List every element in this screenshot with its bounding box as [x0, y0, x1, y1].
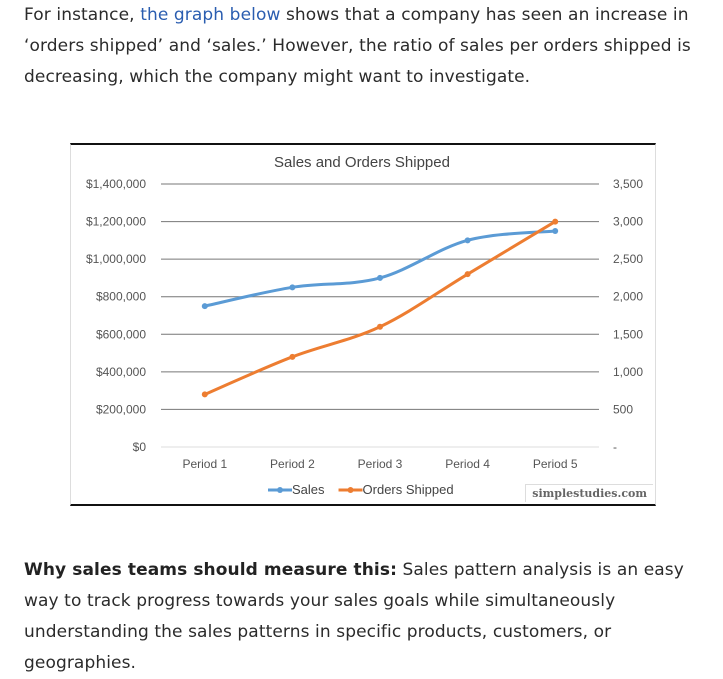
legend-marker: [347, 487, 354, 493]
chart-figure: Sales and Orders Shipped $0 - $200,000 500 $4…: [70, 143, 656, 506]
series-line-orders-shipped: [204, 220, 556, 396]
y-right-tick-label: 1,000: [613, 365, 643, 379]
graph-link[interactable]: the graph below: [140, 5, 281, 25]
x-tick-label: Period 2: [270, 457, 315, 471]
x-tick-label: Period 1: [182, 457, 227, 471]
intro-text: For instance,: [24, 5, 141, 25]
y-left-tick-label: $400,000: [96, 365, 146, 379]
intro-paragraph: For instance, the graph below shows that…: [24, 0, 714, 93]
y-right-tick-label: 2,000: [613, 290, 643, 304]
x-tick-label: Period 5: [533, 457, 578, 471]
x-tick-label: Period 4: [445, 457, 490, 471]
data-point: [552, 227, 559, 234]
data-point: [289, 284, 296, 291]
y-right-tick-label: 3,500: [613, 177, 643, 191]
y-left-tick-label: $1,000,000: [86, 252, 146, 266]
chart-title: Sales and Orders Shipped: [274, 154, 450, 171]
y-left-tick-label: $0: [133, 440, 147, 454]
data-point: [289, 353, 296, 360]
chart-svg: Sales and Orders Shipped $0 - $200,000 500 $4…: [86, 154, 643, 497]
y-right-tick-label: 2,500: [613, 252, 643, 266]
x-tick-label: Period 3: [358, 457, 403, 471]
data-point: [377, 274, 383, 281]
y-left-tick-label: $1,400,000: [86, 177, 146, 191]
y-right-tick-label: 500: [613, 402, 633, 416]
y-left-tick-label: $200,000: [96, 402, 146, 416]
y-right-tick-label: 3,000: [613, 215, 643, 229]
y-left-tick-label: $600,000: [96, 327, 146, 341]
y-right-tick-label: -: [613, 440, 617, 454]
outro-paragraph: Why sales teams should measure this: Sal…: [24, 555, 714, 679]
intro-text-cont: shows that a company has seen an increas…: [24, 5, 691, 87]
y-right-tick-label: 1,500: [613, 327, 643, 341]
y-left-tick-label: $800,000: [96, 290, 146, 304]
y-left-tick-label: $1,200,000: [86, 215, 146, 229]
data-point: [201, 303, 208, 310]
legend-label: Orders Shipped: [363, 482, 454, 497]
data-point: [464, 237, 471, 244]
legend-label: Sales: [292, 482, 325, 497]
watermark: simplestudies.com: [525, 484, 653, 502]
data-point: [377, 323, 383, 330]
outro-heading: Why sales teams should measure this:: [24, 560, 397, 580]
data-point: [552, 218, 559, 225]
data-point: [464, 271, 471, 278]
data-point: [201, 391, 208, 398]
series-line-sales: [204, 229, 556, 308]
legend-marker: [277, 487, 283, 493]
